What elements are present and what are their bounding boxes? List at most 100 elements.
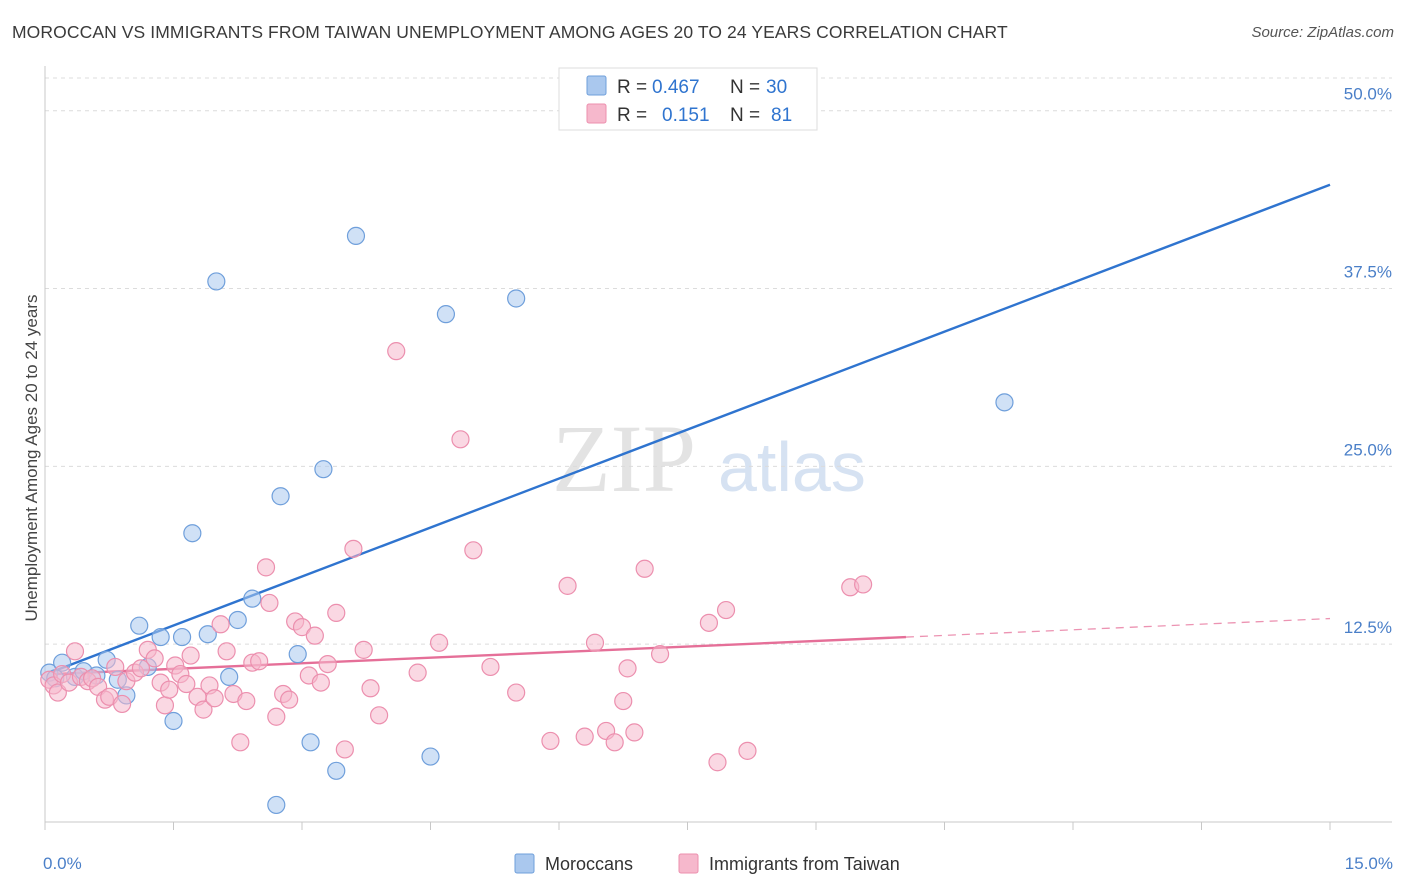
- taiwan-point: [507, 683, 526, 702]
- taiwan-point: [854, 575, 873, 594]
- moroccans-point: [243, 589, 262, 608]
- y-tick-label: 25.0%: [1344, 440, 1392, 459]
- x-tick-label: 0.0%: [43, 854, 82, 873]
- taiwan-point: [211, 615, 230, 634]
- legend-r-value: 0.467: [652, 77, 700, 98]
- taiwan-point: [575, 727, 594, 746]
- y-axis-title: Unemployment Among Ages 20 to 24 years: [22, 295, 41, 622]
- legend-swatch-taiwan: [678, 853, 699, 874]
- taiwan-point: [311, 673, 330, 692]
- y-tick-label: 12.5%: [1344, 618, 1392, 637]
- moroccans-point: [327, 761, 346, 780]
- taiwan-point: [305, 626, 324, 645]
- taiwan-point: [618, 659, 637, 678]
- x-tick-label: 15.0%: [1345, 854, 1393, 873]
- taiwan-point: [387, 342, 406, 361]
- taiwan-point: [260, 593, 279, 613]
- watermark-zip: ZIP: [552, 405, 696, 512]
- taiwan-point: [65, 642, 85, 661]
- taiwan-point: [292, 618, 312, 637]
- tick-labels: 12.5% 25.0% 37.5% 50.0% 0.0% 15.0%: [43, 85, 1393, 873]
- taiwan-point: [237, 691, 256, 711]
- taiwan-point: [106, 657, 125, 677]
- legend-n-label: N =: [730, 105, 760, 126]
- taiwan-point: [361, 679, 380, 698]
- taiwan-point: [256, 558, 276, 577]
- legend-swatch-taiwan: [586, 103, 607, 124]
- taiwan-point: [541, 731, 560, 751]
- taiwan-point: [318, 654, 337, 674]
- taiwan-point: [585, 633, 605, 652]
- moroccans-point: [183, 524, 202, 543]
- taiwan-point: [335, 740, 354, 759]
- legend-r-label: R =: [617, 77, 647, 98]
- taiwan-point: [605, 733, 624, 752]
- taiwan-trend-extension: [905, 617, 1331, 638]
- taiwan-point: [280, 690, 299, 709]
- taiwan-point: [699, 613, 719, 632]
- taiwan-point: [650, 645, 670, 664]
- legend-label-taiwan: Immigrants from Taiwan: [709, 854, 900, 874]
- moroccans-point: [267, 795, 286, 815]
- taiwan-point: [205, 689, 224, 708]
- moroccans-point: [314, 460, 333, 479]
- legend-r-value: 0.151: [662, 105, 710, 126]
- taiwan-point: [327, 603, 346, 622]
- moroccans-point: [288, 645, 307, 664]
- moroccans-point: [995, 393, 1014, 412]
- taiwan-point: [464, 541, 483, 560]
- taiwan-point: [429, 633, 449, 652]
- gridlines: [45, 77, 1392, 645]
- taiwan-point: [625, 723, 644, 742]
- taiwan-point: [344, 539, 363, 558]
- taiwan-point: [194, 700, 213, 719]
- data-points: [40, 226, 1014, 815]
- legend-n-value: 30: [766, 77, 787, 98]
- moroccans-point: [164, 711, 183, 731]
- trend-lines: [53, 183, 1331, 676]
- taiwan-point: [481, 657, 500, 677]
- chart-title: MOROCCAN VS IMMIGRANTS FROM TAIWAN UNEMP…: [12, 22, 1008, 42]
- taiwan-point: [231, 733, 250, 752]
- legend-n-label: N =: [730, 77, 760, 98]
- watermark-atlas: atlas: [718, 428, 866, 506]
- legend-bottom: Moroccans Immigrants from Taiwan: [514, 853, 900, 874]
- legend-label-moroccans: Moroccans: [545, 854, 633, 874]
- taiwan-point: [250, 652, 269, 671]
- taiwan-point: [354, 640, 373, 659]
- moroccans-point: [207, 272, 226, 291]
- taiwan-trend-line: [53, 635, 907, 676]
- taiwan-point: [635, 559, 654, 578]
- taiwan-point: [708, 753, 727, 772]
- taiwan-point: [716, 600, 736, 620]
- taiwan-point: [370, 706, 389, 725]
- moroccans-point: [198, 625, 217, 644]
- taiwan-point: [451, 430, 470, 449]
- moroccans-point: [421, 747, 440, 766]
- taiwan-point: [614, 691, 633, 711]
- moroccans-point: [346, 226, 366, 246]
- taiwan-point: [160, 680, 179, 699]
- y-tick-label: 50.0%: [1344, 85, 1392, 104]
- taiwan-point: [738, 741, 757, 760]
- legend-top: R = 0.467 N = 30 R = 0.151 N = 81: [558, 67, 818, 131]
- taiwan-point: [267, 707, 286, 726]
- y-tick-label: 37.5%: [1344, 263, 1392, 282]
- moroccans-point: [436, 305, 456, 324]
- taiwan-point: [217, 642, 236, 661]
- taiwan-point: [408, 663, 427, 682]
- axes: [44, 66, 1392, 830]
- source-credit: Source: ZipAtlas.com: [1251, 24, 1394, 41]
- taiwan-point: [558, 576, 577, 595]
- moroccans-point: [130, 616, 149, 635]
- taiwan-point: [177, 674, 196, 694]
- taiwan-point: [155, 696, 175, 715]
- legend-swatch-moroccans: [586, 75, 607, 96]
- taiwan-point: [145, 649, 164, 668]
- moroccans-point: [507, 289, 526, 308]
- legend-n-value: 81: [771, 105, 792, 126]
- moroccans-point: [301, 733, 320, 752]
- legend-r-label: R =: [617, 105, 647, 126]
- moroccans-point: [151, 627, 170, 647]
